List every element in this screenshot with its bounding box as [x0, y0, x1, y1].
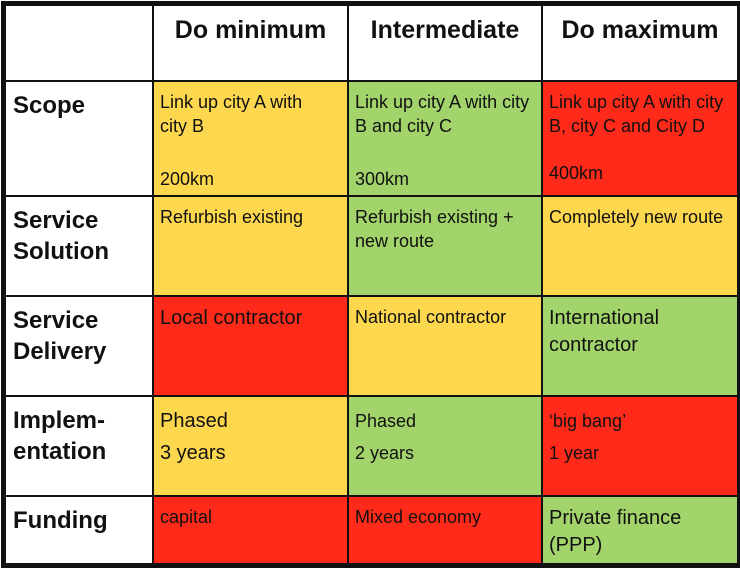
- cell-distance: 300km: [355, 169, 410, 189]
- row-scope: Scope Link up city A with city B 200km Li…: [4, 80, 739, 197]
- row-label-line: entation: [13, 438, 107, 465]
- cell-scope-do-maximum: Link up city A with city B, city C and C…: [541, 80, 739, 197]
- cell-line: 3 years: [160, 442, 226, 464]
- corner-cell: [4, 4, 154, 82]
- cell-line: ‘big bang’: [549, 411, 627, 431]
- header-row: Do minimum Intermediate Do maximum: [4, 4, 739, 82]
- cell-scope-do-minimum: Link up city A with city B 200km: [152, 80, 349, 197]
- column-header-do-maximum: Do maximum: [541, 4, 739, 82]
- cell-funding-do-minimum: capital: [152, 495, 349, 565]
- cell-implementation-intermediate: Phased 2 years: [347, 395, 543, 497]
- row-label-implementation: Implem-entation: [4, 395, 154, 497]
- cell-service-solution-do-maximum: Completely new route: [541, 195, 739, 297]
- cell-service-solution-do-minimum: Refurbish existing: [152, 195, 349, 297]
- row-label-service-delivery: Service Delivery: [4, 295, 154, 397]
- row-funding: Funding capital Mixed economy Private fi…: [4, 495, 739, 565]
- row-label-scope: Scope: [4, 80, 154, 197]
- cell-text: Link up city A with city B, city C and C…: [549, 92, 724, 136]
- row-label-service-solution: Service Solution: [4, 195, 154, 297]
- row-service-delivery: Service Delivery Local contractor Nation…: [4, 295, 739, 397]
- cell-service-delivery-do-minimum: Local contractor: [152, 295, 349, 397]
- row-service-solution: Service Solution Refurbish existing Refu…: [4, 195, 739, 297]
- cell-scope-intermediate: Link up city A with city B and city C 300…: [347, 80, 543, 197]
- cell-line: 2 years: [355, 443, 415, 463]
- column-header-intermediate: Intermediate: [347, 4, 543, 82]
- cell-funding-intermediate: Mixed economy: [347, 495, 543, 565]
- column-header-do-minimum: Do minimum: [152, 4, 349, 82]
- cell-distance: 200km: [160, 169, 215, 189]
- cell-text: Link up city A with city B and city C: [355, 92, 530, 136]
- cell-service-delivery-do-maximum: International contractor: [541, 295, 739, 397]
- cell-distance: 400km: [549, 163, 604, 183]
- cell-line: 1 year: [549, 443, 600, 463]
- cell-line: Phased: [160, 410, 228, 432]
- cell-service-solution-intermediate: Refurbish existing + new route: [347, 195, 543, 297]
- cell-service-delivery-intermediate: National contractor: [347, 295, 543, 397]
- row-implementation: Implem-entation Phased 3 years Phased 2 ye…: [4, 395, 739, 497]
- cell-implementation-do-minimum: Phased 3 years: [152, 395, 349, 497]
- cell-text: Link up city A with city B: [160, 92, 303, 136]
- cell-implementation-do-maximum: ‘big bang’ 1 year: [541, 395, 739, 497]
- row-label-funding: Funding: [4, 495, 154, 565]
- row-label-line: Implem-: [13, 407, 106, 434]
- cell-funding-do-maximum: Private finance (PPP): [541, 495, 739, 565]
- cell-line: Phased: [355, 411, 417, 431]
